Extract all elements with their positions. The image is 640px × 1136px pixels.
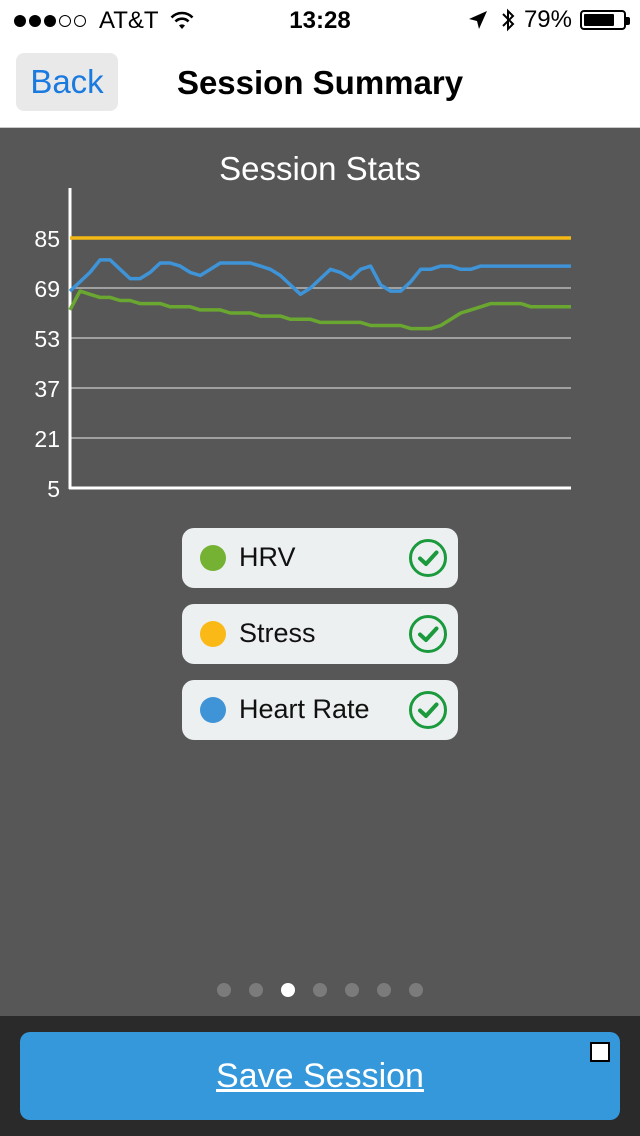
- page-dot[interactable]: [345, 983, 359, 997]
- page-dot[interactable]: [249, 983, 263, 997]
- y-tick-label: 5: [47, 476, 60, 502]
- save-checkbox[interactable]: [590, 1042, 610, 1062]
- save-session-label: Save Session: [216, 1056, 424, 1095]
- page-dot[interactable]: [313, 983, 327, 997]
- signal-dot: [44, 15, 56, 27]
- y-tick-label: 69: [34, 276, 60, 302]
- legend-toggle-hrv[interactable]: HRV: [182, 528, 458, 588]
- series-line-hrv: [68, 289, 571, 331]
- battery-percentage: 79%: [523, 6, 572, 33]
- series-line-heart-rate: [68, 258, 571, 297]
- y-tick-label: 21: [34, 426, 60, 452]
- signal-strength-icon: [14, 15, 89, 27]
- page-indicator[interactable]: [0, 983, 640, 997]
- status-bar: AT&T 13:28 79%: [0, 0, 640, 40]
- signal-dot: [14, 15, 26, 27]
- status-time: 13:28: [289, 7, 351, 34]
- checkmark-circle-icon[interactable]: [408, 538, 448, 578]
- page-dot[interactable]: [409, 983, 423, 997]
- signal-dot: [29, 15, 41, 27]
- wifi-icon: [170, 11, 194, 29]
- page-dot[interactable]: [217, 983, 231, 997]
- status-right: 79%: [468, 6, 630, 34]
- legend-toggle-stress[interactable]: Stress: [182, 604, 458, 664]
- checkmark-circle-icon[interactable]: [408, 690, 448, 730]
- back-button[interactable]: Back: [16, 53, 118, 111]
- checkmark-circle-icon[interactable]: [408, 614, 448, 654]
- legend-label: Heart Rate: [239, 694, 370, 724]
- page-dot[interactable]: [377, 983, 391, 997]
- bottom-bar: Save Session: [0, 1016, 640, 1136]
- legend-swatch: [200, 621, 226, 647]
- legend-toggle-heart-rate[interactable]: Heart Rate: [182, 680, 458, 740]
- status-left: AT&T: [14, 7, 195, 35]
- save-session-button[interactable]: Save Session: [20, 1032, 620, 1120]
- y-tick-label: 37: [34, 376, 60, 402]
- session-stats-chart: 85 69 53 37 21 5: [34, 188, 571, 502]
- legend-swatch: [200, 697, 226, 723]
- battery-icon: [580, 10, 630, 30]
- chart-title: Session Stats: [219, 150, 421, 187]
- page-dot[interactable]: [281, 983, 295, 997]
- signal-dot: [74, 15, 86, 27]
- legend-label: Stress: [239, 618, 316, 648]
- signal-dot: [59, 15, 71, 27]
- legend-swatch: [200, 545, 226, 571]
- navigation-bar: Back Session Summary: [0, 40, 640, 128]
- y-tick-label: 85: [34, 226, 60, 252]
- carrier-name: AT&T: [99, 7, 159, 34]
- y-tick-label: 53: [34, 326, 60, 352]
- location-arrow-icon: [468, 11, 487, 29]
- legend-label: HRV: [239, 542, 296, 572]
- bluetooth-icon: [502, 8, 515, 32]
